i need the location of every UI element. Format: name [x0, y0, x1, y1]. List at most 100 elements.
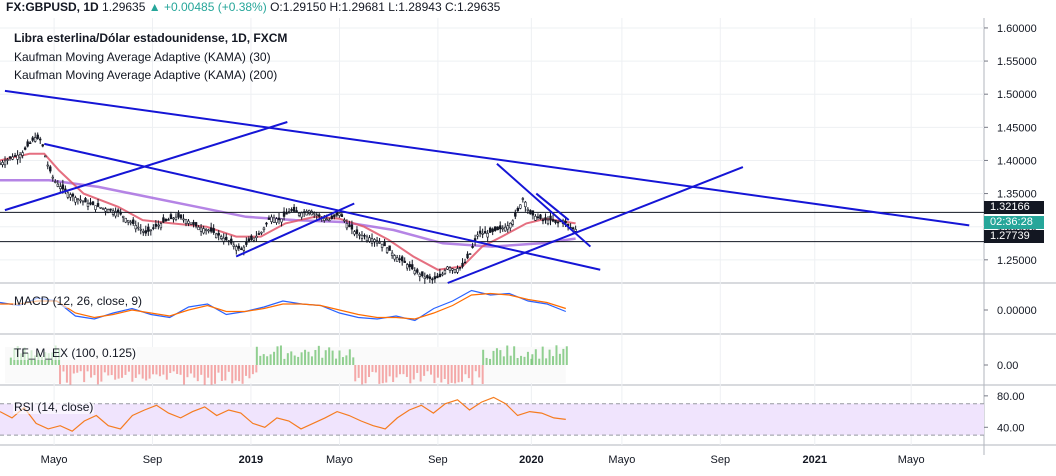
- candle-body: [448, 267, 452, 271]
- tfm-bar: [248, 365, 251, 379]
- tfm-bar: [251, 365, 254, 375]
- candle-body: [18, 154, 22, 159]
- candle-body: [182, 218, 185, 221]
- tfm-bar: [255, 346, 258, 365]
- candle-body: [300, 212, 303, 218]
- legend-title[interactable]: Libra esterlina/Dólar estadounidense, 1D…: [14, 31, 288, 45]
- candle-body: [438, 273, 442, 278]
- tfm-bar: [134, 365, 137, 378]
- signal-line: [0, 292, 566, 320]
- tfm-bar: [430, 365, 433, 375]
- candle-body: [94, 205, 97, 210]
- candle-body: [3, 160, 7, 166]
- candle-body: [74, 197, 77, 203]
- candle-body: [521, 198, 525, 200]
- candle-body: [511, 220, 514, 225]
- candle-body: [468, 253, 472, 255]
- trendline: [235, 202, 355, 258]
- candle-body: [428, 276, 432, 279]
- tfm-bar: [189, 365, 192, 374]
- symbol-label[interactable]: FX:GBPUSD, 1D: [6, 0, 99, 14]
- tfm-bar: [485, 357, 488, 365]
- candle-body: [270, 216, 273, 222]
- candle-body: [478, 230, 482, 234]
- tfm-bar: [357, 365, 360, 378]
- candle-body: [33, 137, 37, 142]
- candle-body: [54, 181, 57, 183]
- tfm-bar: [450, 365, 453, 383]
- tfm-bar: [324, 350, 327, 365]
- tfm-bar: [100, 365, 103, 382]
- candle-body: [132, 219, 135, 224]
- tfm-bar: [395, 365, 398, 378]
- legend-kama200[interactable]: Kaufman Moving Average Adaptive (KAMA) (…: [14, 68, 278, 82]
- tfm-bar: [314, 349, 317, 365]
- tfm-bar: [558, 353, 561, 365]
- time-tick-label: Mayo: [608, 454, 635, 466]
- tfm-bar: [138, 365, 141, 375]
- candle-body: [232, 244, 235, 247]
- candle-body: [416, 269, 419, 273]
- time-tick-label: Sep: [710, 454, 730, 466]
- candle-body: [531, 210, 535, 216]
- candle-body: [192, 221, 195, 225]
- tfm-bar: [506, 345, 509, 365]
- candle-body: [486, 233, 489, 238]
- candle-body: [353, 231, 356, 235]
- tfm-bar: [405, 365, 408, 377]
- tfm-bar: [304, 349, 307, 365]
- macd-pane-label[interactable]: MACD (12, 26, close, 9): [13, 294, 144, 308]
- tfm-bar: [96, 365, 99, 385]
- tfm-bar: [86, 365, 89, 372]
- candle-body: [345, 223, 349, 229]
- open-label: O:: [270, 0, 283, 14]
- candle-body: [162, 217, 165, 223]
- symbol-header: FX:GBPUSD, 1D 1.29635 ▲ +0.00485 (+0.38%…: [6, 0, 500, 14]
- candle-body: [209, 227, 213, 232]
- tfm-bar: [90, 365, 93, 378]
- candle-body: [436, 275, 439, 279]
- rsi-layer: [0, 396, 984, 436]
- tfm-pane-label[interactable]: TF_M_EX (100, 0.125): [13, 346, 138, 360]
- tfm-bar: [509, 355, 512, 365]
- tfm-bar: [531, 354, 534, 365]
- candle-body: [184, 219, 188, 224]
- candle-body: [408, 264, 411, 268]
- candle-body: [8, 156, 12, 159]
- tfm-bar: [220, 365, 223, 381]
- tfm-bar: [354, 365, 357, 382]
- candle-body: [26, 141, 29, 147]
- candle-body: [526, 208, 530, 211]
- candle-body: [167, 219, 170, 221]
- candle-body: [446, 266, 449, 270]
- candle-body: [290, 209, 293, 211]
- tfm-bar: [492, 350, 495, 365]
- candle-body: [59, 186, 62, 190]
- tfm-bar: [59, 365, 62, 385]
- tfm-bar: [402, 365, 405, 375]
- tfm-bar: [423, 365, 426, 376]
- rsi-line: [0, 396, 566, 432]
- tfm-bar: [545, 358, 548, 365]
- tfm-bar: [440, 365, 443, 383]
- tfm-bar: [499, 350, 502, 365]
- tfm-bar: [33, 355, 36, 365]
- candle-body: [343, 219, 346, 222]
- tfm-bar: [231, 365, 234, 384]
- kama-layer: [0, 152, 576, 271]
- tfm-bar: [454, 365, 457, 384]
- tfm-bar: [374, 365, 377, 373]
- grid: [0, 18, 1056, 455]
- trendline: [4, 89, 970, 227]
- tfm-bar: [224, 365, 227, 381]
- tfm-bar: [385, 365, 388, 383]
- candle-body: [564, 220, 567, 224]
- price-tick-label: 1.60000: [997, 23, 1037, 35]
- candle-body: [242, 246, 246, 251]
- candle-body: [292, 206, 296, 212]
- legend-kama30[interactable]: Kaufman Moving Average Adaptive (KAMA) (…: [14, 50, 271, 64]
- candle-body: [368, 237, 371, 242]
- candle-body: [481, 233, 484, 235]
- rsi-pane-label[interactable]: RSI (14, close): [13, 400, 95, 414]
